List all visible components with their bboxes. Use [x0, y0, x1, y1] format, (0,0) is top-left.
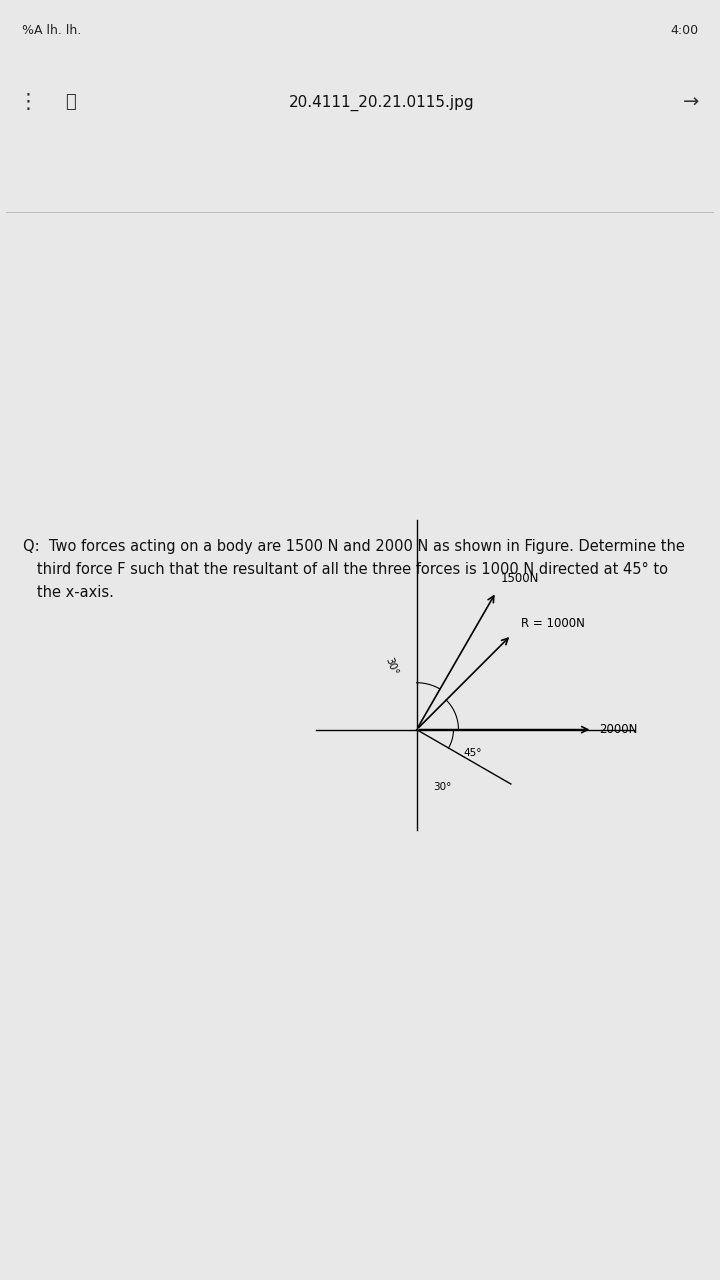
Text: Q:  Two forces acting on a body are 1500 N and 2000 N as shown in Figure. Determ: Q: Two forces acting on a body are 1500 … — [24, 539, 685, 599]
Text: 45°: 45° — [464, 749, 482, 758]
Text: 2000N: 2000N — [599, 723, 637, 736]
Text: ⋮: ⋮ — [18, 92, 39, 113]
Text: 30°: 30° — [383, 655, 400, 676]
Text: 30°: 30° — [433, 782, 451, 792]
Text: R = 1000N: R = 1000N — [521, 617, 585, 630]
Text: 20.4111_20.21.0115.jpg: 20.4111_20.21.0115.jpg — [289, 95, 474, 110]
Text: →: → — [683, 93, 699, 111]
Text: 1500N: 1500N — [501, 572, 539, 585]
Text: ⧉: ⧉ — [65, 93, 76, 111]
Text: %A lh. lh.: %A lh. lh. — [22, 24, 81, 37]
Text: 4:00: 4:00 — [670, 24, 698, 37]
